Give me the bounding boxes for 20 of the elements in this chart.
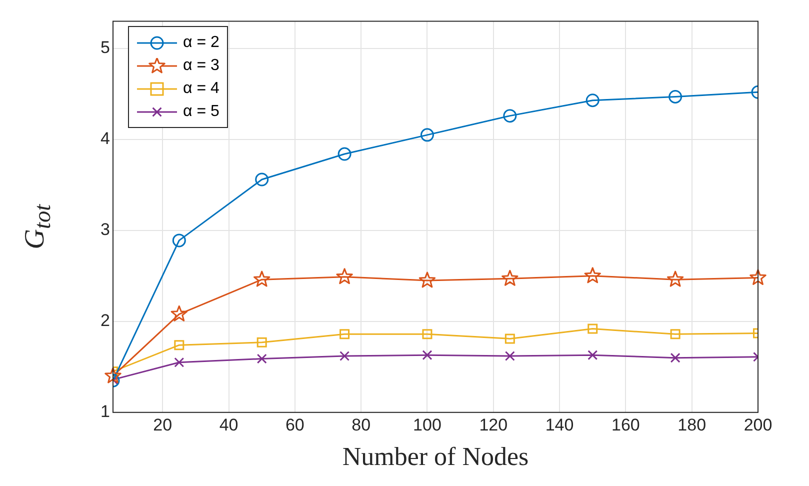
x-tick-label: 120 — [479, 415, 508, 434]
x-tick-label: 20 — [153, 415, 172, 434]
legend-label: α = 3 — [183, 56, 220, 74]
x-tick-label: 200 — [744, 415, 772, 434]
x-tick-label: 160 — [612, 415, 640, 434]
x-axis-title: Number of Nodes — [342, 442, 529, 472]
x-tick-label: 100 — [413, 415, 442, 434]
y-tick-label: 2 — [100, 311, 110, 330]
legend-label: α = 4 — [183, 80, 220, 98]
x-tick-label: 40 — [219, 415, 238, 434]
x-tick-label: 140 — [545, 415, 574, 434]
y-tick-label: 4 — [100, 129, 110, 148]
y-tick-label: 5 — [100, 38, 110, 58]
y-tick-label: 3 — [100, 220, 110, 240]
x-tick-label: 180 — [678, 415, 706, 434]
legend-label: α = 5 — [183, 102, 220, 120]
x-tick-label: 60 — [285, 415, 304, 434]
legend-label: α = 2 — [183, 34, 220, 52]
y-tick-label: 1 — [100, 402, 110, 422]
x-tick-label: 80 — [352, 415, 371, 434]
